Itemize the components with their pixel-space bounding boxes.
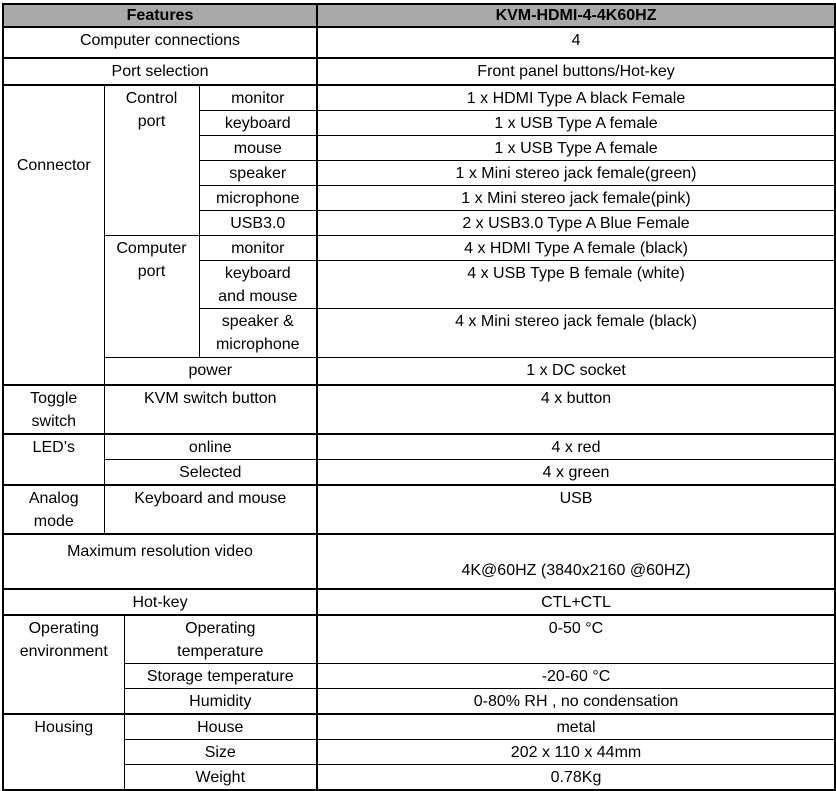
weight-label: Weight <box>123 763 318 790</box>
row-analog-mode: Analog mode Keyboard and mouse USB <box>2 483 836 534</box>
computer-port-label: Computer port <box>103 235 200 358</box>
row-control-microphone: microphone 1 x Mini stereo jack female(p… <box>3 185 836 211</box>
analog-keyboard-mouse-value: USB <box>316 483 836 534</box>
row-computerport-monitor: Computer port monitor 4 x HDMI Type A fe… <box>3 235 836 358</box>
row-hot-key: Hot-key CTL+CTL <box>2 587 836 615</box>
max-resolution-value: 4K@60HZ (3840x2160 @60HZ) <box>316 532 836 589</box>
control-usb30-label: USB3.0 <box>198 210 318 236</box>
row-toggle-switch: Toggle switch KVM switch button 4 x butt… <box>2 383 836 434</box>
row-control-speaker: speaker 1 x Mini stereo jack female(gree… <box>3 160 836 186</box>
max-resolution-label: Maximum resolution video <box>2 532 318 589</box>
storage-temperature-label: Storage temperature <box>123 662 318 689</box>
row-humidity: Humidity 0-80% RH , no condensation <box>3 687 836 714</box>
house-label: House <box>123 712 318 740</box>
row-operating-temperature: Operating environment Operating temperat… <box>2 613 836 714</box>
housing-label: Housing <box>2 712 125 790</box>
row-control-keyboard: keyboard 1 x USB Type A female <box>3 110 836 136</box>
leds-label: LED’s <box>2 432 105 485</box>
header-model-cell: KVM-HDMI-4-4K60HZ <box>316 3 836 28</box>
row-led-selected: Selected 4 x green <box>3 458 836 485</box>
port-selection-label: Port selection <box>2 57 318 86</box>
row-max-resolution: Maximum resolution video 4K@60HZ (3840x2… <box>2 532 836 589</box>
hot-key-label: Hot-key <box>2 587 318 615</box>
row-weight: Weight 0.78Kg <box>3 763 836 790</box>
header-row: Features KVM-HDMI-4-4K60HZ <box>2 3 836 28</box>
row-size: Size 202 x 110 x 44mm <box>3 738 836 765</box>
toggle-switch-label: Toggle switch <box>2 383 105 434</box>
led-online-value: 4 x red <box>316 432 836 460</box>
row-port-selection: Port selection Front panel buttons/Hot-k… <box>2 57 836 86</box>
control-speaker-value: 1 x Mini stereo jack female(green) <box>316 160 836 186</box>
control-monitor-value: 1 x HDMI Type A black Female <box>316 84 836 111</box>
port-selection-value: Front panel buttons/Hot-key <box>316 57 836 86</box>
control-microphone-value: 1 x Mini stereo jack female(pink) <box>316 185 836 211</box>
control-usb30-value: 2 x USB3.0 Type A Blue Female <box>316 210 836 236</box>
humidity-value: 0-80% RH , no condensation <box>316 687 836 714</box>
power-label: power <box>103 357 318 385</box>
size-label: Size <box>123 738 318 765</box>
control-monitor-label: monitor <box>198 84 318 111</box>
control-mouse-value: 1 x USB Type A female <box>316 135 836 161</box>
control-keyboard-label: keyboard <box>198 110 318 136</box>
kvm-switch-button-label: KVM switch button <box>103 383 318 434</box>
computer-connections-label: Computer connections <box>2 26 318 59</box>
computer-connections-value: 4 <box>316 26 836 59</box>
analog-keyboard-mouse-label: Keyboard and mouse <box>103 483 318 534</box>
hot-key-value: CTL+CTL <box>316 587 836 615</box>
control-keyboard-value: 1 x USB Type A female <box>316 110 836 136</box>
led-selected-value: 4 x green <box>316 458 836 485</box>
control-speaker-label: speaker <box>198 160 318 186</box>
power-value: 1 x DC socket <box>316 357 836 385</box>
header-features-cell: Features <box>2 3 318 28</box>
control-mouse-label: mouse <box>198 135 318 161</box>
computerport-keyboard-mouse-value: 4 x USB Type B female (white) <box>316 260 836 309</box>
control-microphone-label: microphone <box>198 185 318 211</box>
computerport-monitor-value: 4 x HDMI Type A female (black) <box>316 235 836 261</box>
row-storage-temperature: Storage temperature -20-60 °C <box>3 662 836 689</box>
analog-mode-label: Analog mode <box>2 483 105 534</box>
operating-temperature-value: 0-50 °C <box>316 613 836 664</box>
computerport-monitor-label: monitor <box>198 235 318 261</box>
led-selected-label: Selected <box>103 458 318 485</box>
house-value: metal <box>316 712 836 740</box>
led-online-label: online <box>103 432 318 460</box>
computerport-speaker-mic-value: 4 x Mini stereo jack female (black) <box>316 308 836 358</box>
control-port-label: Control port <box>103 84 200 236</box>
connector-label: Connector <box>2 84 105 385</box>
row-house: Housing House metal <box>2 712 836 790</box>
spec-table: Features KVM-HDMI-4-4K60HZ Computer conn… <box>2 3 836 791</box>
row-control-usb30: USB3.0 2 x USB3.0 Type A Blue Female <box>3 210 836 236</box>
row-control-mouse: mouse 1 x USB Type A female <box>3 135 836 161</box>
weight-value: 0.78Kg <box>316 763 836 790</box>
row-power: power 1 x DC socket <box>3 357 836 385</box>
kvm-switch-button-value: 4 x button <box>316 383 836 434</box>
row-computer-connections: Computer connections 4 <box>2 26 836 59</box>
computerport-keyboard-mouse-label: keyboard and mouse <box>198 260 318 309</box>
computerport-speaker-mic-label: speaker & microphone <box>198 308 318 358</box>
row-control-monitor: Connector Control port monitor 1 x HDMI … <box>2 84 836 385</box>
storage-temperature-value: -20-60 °C <box>316 662 836 689</box>
operating-temperature-label: Operating temperature <box>123 613 318 664</box>
operating-environment-label: Operating environment <box>2 613 125 714</box>
row-led-online: LED’s online 4 x red <box>2 432 836 485</box>
humidity-label: Humidity <box>123 687 318 714</box>
size-value: 202 x 110 x 44mm <box>316 738 836 765</box>
